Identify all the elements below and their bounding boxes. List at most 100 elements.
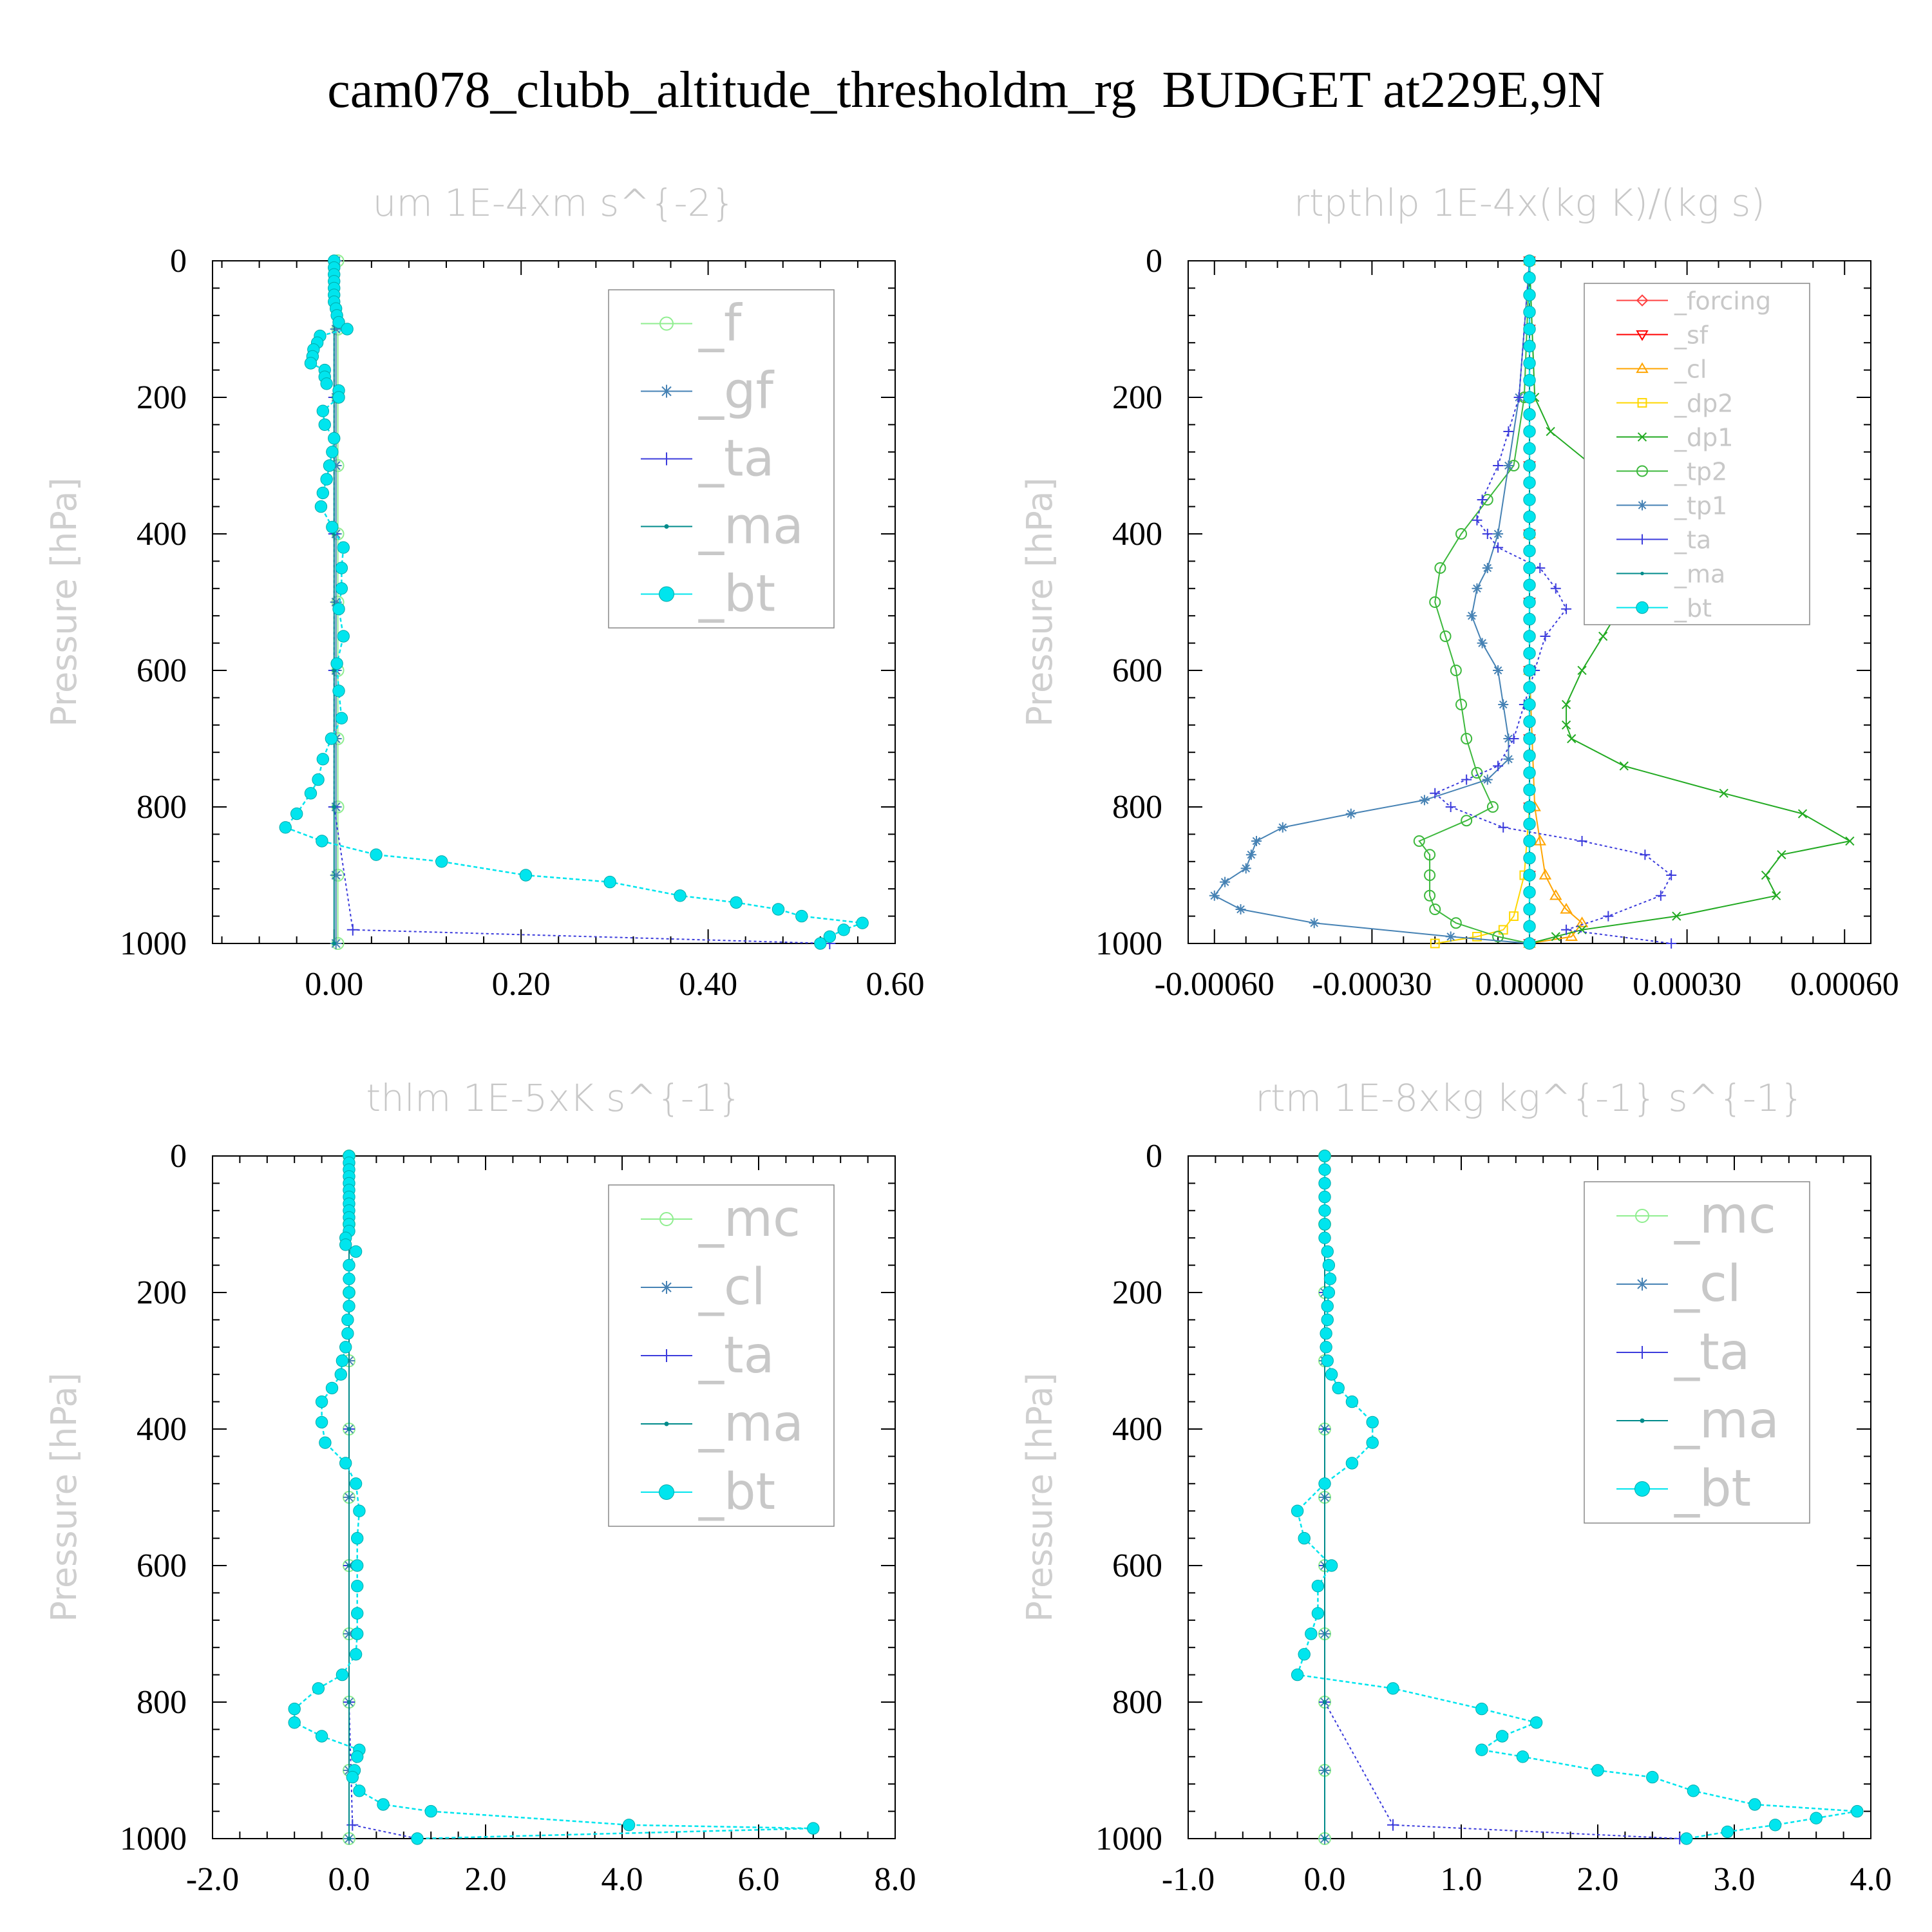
x-tick-label: 0.20 xyxy=(492,966,551,1003)
data-point xyxy=(316,404,330,417)
data-point xyxy=(312,773,325,786)
data-point xyxy=(325,1381,339,1395)
data-point xyxy=(1291,1668,1304,1681)
data-point xyxy=(1503,426,1514,437)
data-point xyxy=(1523,544,1536,558)
data-point xyxy=(1503,734,1514,744)
legend-marker xyxy=(660,1281,673,1294)
data-point xyxy=(1472,932,1482,942)
data-point xyxy=(1523,800,1536,813)
data-point xyxy=(1450,665,1462,676)
data-point xyxy=(288,1702,301,1716)
data-point xyxy=(316,753,330,766)
data-point xyxy=(330,323,342,335)
data-point xyxy=(603,875,616,889)
chart-panel-2: rtpthlp 1E-4x(kg K)/(kg s) Pressure [hPa]… xyxy=(1019,181,1899,1003)
legend-marker xyxy=(1636,330,1649,341)
data-point xyxy=(288,1716,301,1729)
data-point xyxy=(1430,938,1440,949)
data-point xyxy=(1761,870,1771,880)
data-point xyxy=(1492,931,1504,943)
data-point xyxy=(328,431,341,445)
data-point xyxy=(1445,931,1456,942)
data-point xyxy=(351,1531,364,1545)
data-point xyxy=(1498,925,1508,935)
legend-label: _dp1 xyxy=(1674,424,1733,452)
legend-label: _dp2 xyxy=(1674,390,1733,418)
data-point xyxy=(343,1286,355,1299)
x-tick-label: 0.60 xyxy=(866,966,925,1003)
legend: _f _gf _ta _ma _bt xyxy=(608,289,835,629)
data-point xyxy=(339,1341,352,1354)
data-point xyxy=(332,602,345,616)
data-point xyxy=(1523,715,1536,728)
data-point xyxy=(1345,808,1356,819)
data-point xyxy=(1320,1327,1332,1340)
data-point xyxy=(1523,305,1536,319)
legend-marker xyxy=(660,452,673,466)
plot-frame xyxy=(212,1155,896,1839)
data-point xyxy=(339,1238,352,1251)
data-point xyxy=(1321,1245,1334,1258)
data-point xyxy=(377,1798,390,1811)
data-point xyxy=(1493,529,1504,539)
data-point xyxy=(1323,1273,1337,1285)
data-point xyxy=(349,1245,363,1258)
x-tick-label: 0.00 xyxy=(305,966,363,1003)
data-point xyxy=(319,1436,332,1449)
data-point xyxy=(1549,889,1562,900)
data-point xyxy=(1493,460,1504,471)
data-point xyxy=(1551,932,1560,942)
legend-marker xyxy=(1636,1278,1649,1291)
legend-label: _ta xyxy=(1674,1323,1750,1381)
x-tick-label: 0.0 xyxy=(1304,1861,1346,1898)
data-point xyxy=(1445,802,1456,812)
legend-label: _ta xyxy=(1674,526,1711,554)
data-point xyxy=(1523,612,1536,626)
data-point xyxy=(1523,749,1536,762)
data-point xyxy=(1318,1177,1331,1190)
data-point xyxy=(856,916,869,929)
data-point xyxy=(1687,1785,1700,1797)
legend-label: _cl xyxy=(698,1258,766,1316)
data-point xyxy=(1486,801,1499,813)
data-point xyxy=(1640,849,1651,860)
data-point xyxy=(1309,918,1320,929)
series-line xyxy=(1418,260,1530,944)
data-point xyxy=(807,1822,820,1835)
data-point xyxy=(332,685,345,697)
data-point xyxy=(1493,542,1504,553)
data-point xyxy=(1523,442,1536,455)
series-bt xyxy=(1291,1150,1864,1845)
series-line xyxy=(348,1156,418,1839)
x-tick-label: 0.40 xyxy=(679,966,737,1003)
data-point xyxy=(315,1395,328,1408)
data-point xyxy=(349,1477,363,1490)
data-point xyxy=(1523,886,1536,899)
data-point xyxy=(1523,425,1536,438)
data-point xyxy=(1498,699,1509,710)
data-point xyxy=(1209,890,1220,901)
data-point xyxy=(1772,891,1781,900)
data-point xyxy=(1322,1836,1327,1841)
data-point xyxy=(1523,578,1536,592)
data-point xyxy=(1461,815,1473,827)
data-point xyxy=(1516,1750,1530,1763)
data-point xyxy=(1577,836,1587,846)
y-tick-label: 0 xyxy=(170,243,187,279)
legend-label: _ta xyxy=(698,430,774,488)
data-point xyxy=(1523,783,1536,797)
data-point xyxy=(1477,638,1488,649)
legend-label: _cl xyxy=(1674,355,1707,384)
data-point xyxy=(326,446,339,459)
legend-marker xyxy=(1636,294,1649,307)
x-tick-label: 4.0 xyxy=(601,1861,643,1898)
x-tick-label: 1.0 xyxy=(1441,1861,1482,1898)
y-tick-label: 1000 xyxy=(1095,925,1162,962)
legend-label: _sf xyxy=(1674,321,1709,350)
y-tick-label: 0 xyxy=(170,1138,187,1175)
y-axis-label: Pressure [hPa] xyxy=(44,1372,84,1622)
data-point xyxy=(1461,774,1472,785)
data-point xyxy=(1498,822,1509,833)
data-point xyxy=(1565,930,1578,941)
